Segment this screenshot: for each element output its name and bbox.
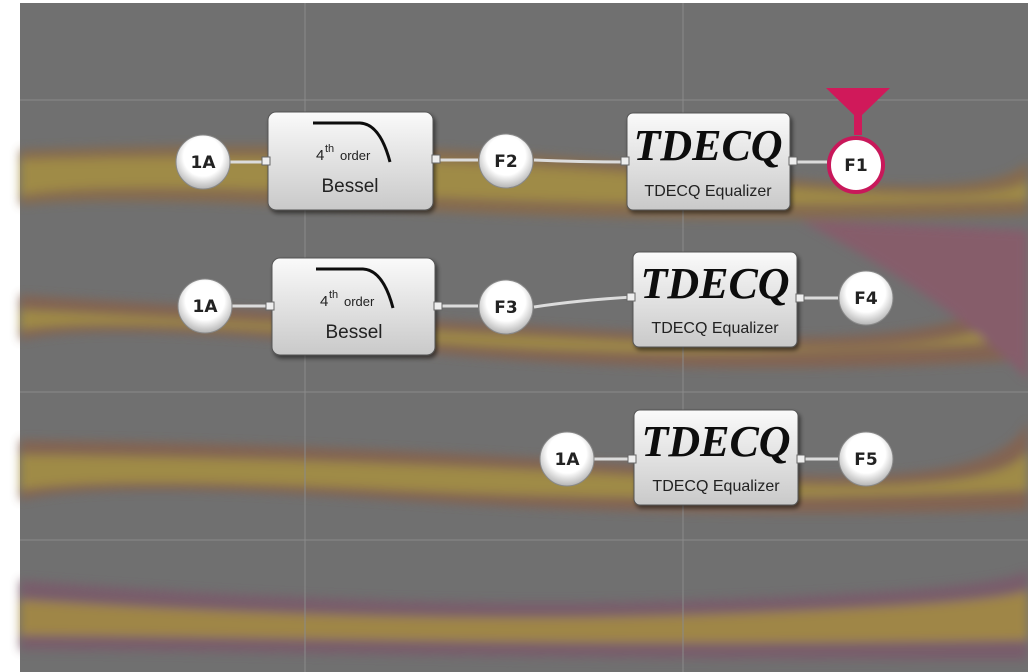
bessel-filter[interactable]: 4 th order Bessel: [268, 112, 433, 210]
equalizer[interactable]: TDECQ TDECQ Equalizer: [627, 113, 790, 210]
node-label: F3: [494, 298, 517, 318]
bessel-filter[interactable]: 4 th order Bessel: [272, 258, 435, 355]
function-node-selected[interactable]: F1: [829, 138, 883, 192]
equalizer-name: TDECQ Equalizer: [651, 320, 779, 337]
node-label: F5: [854, 450, 877, 470]
filter-name: Bessel: [321, 176, 378, 197]
equalizer-logo: TDECQ: [641, 417, 790, 466]
source-node[interactable]: 1A: [540, 432, 594, 486]
node-label: 1A: [193, 297, 219, 317]
filter-order-word: order: [344, 294, 375, 309]
filter-order-word: order: [340, 148, 371, 163]
function-node[interactable]: F4: [839, 271, 893, 325]
function-node[interactable]: F5: [839, 432, 893, 486]
filter-order: 4: [316, 147, 324, 164]
filter-order: 4: [320, 293, 328, 310]
equalizer-logo: TDECQ: [640, 259, 789, 308]
node-label: 1A: [191, 153, 217, 173]
filter-order-suffix: th: [325, 143, 334, 155]
node-label: F4: [854, 289, 878, 309]
equalizer[interactable]: TDECQ TDECQ Equalizer: [634, 410, 798, 505]
node-label: F1: [844, 156, 867, 176]
node-label: 1A: [555, 450, 581, 470]
filter-name: Bessel: [325, 322, 382, 343]
function-node[interactable]: F3: [479, 280, 533, 334]
equalizer-name: TDECQ Equalizer: [652, 478, 780, 495]
equalizer[interactable]: TDECQ TDECQ Equalizer: [633, 252, 797, 347]
filter-order-suffix: th: [329, 289, 338, 301]
function-node[interactable]: F2: [479, 134, 533, 188]
scope-view: 4 th order Bessel TDECQ TDECQ Equalizer …: [0, 0, 1028, 672]
source-node[interactable]: 1A: [176, 135, 230, 189]
source-node[interactable]: 1A: [178, 279, 232, 333]
node-label: F2: [494, 152, 517, 172]
equalizer-logo: TDECQ: [633, 121, 782, 170]
equalizer-name: TDECQ Equalizer: [644, 183, 772, 200]
